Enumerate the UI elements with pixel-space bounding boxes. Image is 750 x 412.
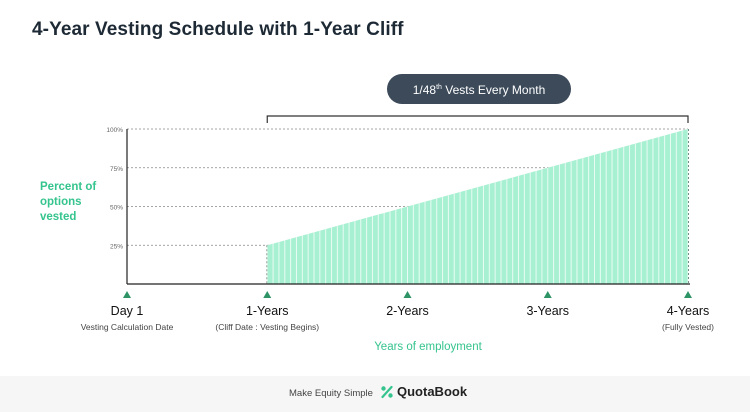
- annotation-text: 1/48th Vests Every Month: [413, 83, 546, 97]
- annotation-pill: [387, 74, 571, 104]
- x-milestones: Day 1 Vesting Calculation Date 1-Years (Cli…: [81, 291, 714, 353]
- footer-bar: [0, 376, 750, 412]
- y-tick-label: 100%: [106, 127, 123, 134]
- vesting-chart: 25% 50% 75% 100% Day 1 Vesting Calculation D…: [40, 74, 714, 353]
- milestone-label: 2-Years: [386, 304, 429, 318]
- milestone-sublabel: (Cliff Date : Vesting Begins): [215, 322, 319, 332]
- y-axis-label: Percent of options vested: [40, 181, 96, 223]
- milestone-marker-icon: [543, 291, 552, 298]
- y-tick-label: 75%: [110, 166, 123, 173]
- vesting-annotation: 1/48th Vests Every Month: [266, 74, 689, 123]
- milestone-marker-icon: [403, 291, 412, 298]
- percent-icon: [381, 385, 393, 398]
- y-tick-label: 50%: [110, 205, 123, 212]
- footer-logo: QuotaBook: [380, 384, 467, 399]
- footer-tagline: Make Equity Simple: [289, 388, 373, 399]
- milestone-label: 3-Years: [526, 304, 569, 318]
- milestone-label: Day 1: [111, 304, 144, 318]
- milestone-label: 1-Years: [246, 304, 289, 318]
- y-axis-title-line: Percent of: [40, 181, 96, 193]
- milestone-marker-icon: [263, 291, 272, 298]
- milestone-label: 4-Years: [667, 304, 710, 318]
- vested-area: [267, 129, 688, 284]
- y-tick-label: 25%: [110, 243, 123, 250]
- milestone-marker-icon: [684, 291, 692, 298]
- y-axis-title-line: options: [40, 196, 82, 208]
- y-axis-title-line: vested: [40, 211, 76, 223]
- milestone-sublabel: Vesting Calculation Date: [81, 322, 174, 332]
- x-axis-title: Years of employment: [374, 341, 482, 353]
- chart-title: 4-Year Vesting Schedule with 1-Year Clif…: [32, 19, 404, 40]
- footer-brand: QuotaBook: [397, 384, 468, 399]
- milestone-marker-icon: [123, 291, 131, 298]
- y-tick-labels: 25% 50% 75% 100%: [106, 127, 123, 250]
- axes: [126, 129, 690, 285]
- annotation-bracket: [266, 115, 689, 123]
- milestone-sublabel: (Fully Vested): [662, 322, 714, 332]
